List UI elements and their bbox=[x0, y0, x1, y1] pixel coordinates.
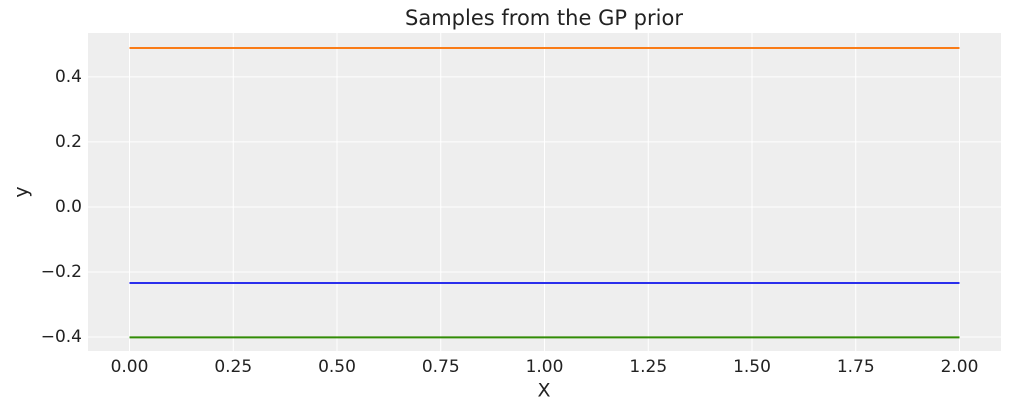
y-tick-label: −0.2 bbox=[41, 262, 82, 282]
y-tick-label: 0.2 bbox=[55, 132, 82, 152]
x-tick-label: 1.00 bbox=[526, 357, 564, 377]
x-tick-label: 0.50 bbox=[318, 357, 356, 377]
y-axis-label: y bbox=[11, 186, 33, 197]
x-tick-label: 0.25 bbox=[214, 357, 252, 377]
x-tick-label: 1.75 bbox=[837, 357, 875, 377]
x-tick-label: 1.25 bbox=[629, 357, 667, 377]
x-tick-label: 1.50 bbox=[733, 357, 771, 377]
chart-title: Samples from the GP prior bbox=[405, 6, 683, 30]
x-axis-label: X bbox=[537, 380, 550, 402]
x-tick-label: 0.75 bbox=[422, 357, 460, 377]
x-tick-label: 2.00 bbox=[941, 357, 979, 377]
x-tick-label: 0.00 bbox=[111, 357, 149, 377]
y-tick-label: −0.4 bbox=[41, 327, 82, 347]
y-tick-label: 0.4 bbox=[55, 67, 82, 87]
y-tick-label: 0.0 bbox=[55, 197, 82, 217]
